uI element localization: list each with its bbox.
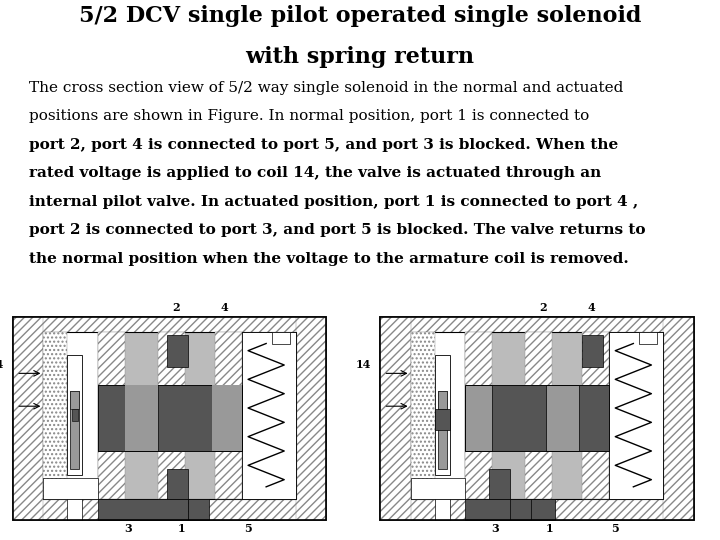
Bar <box>410 332 435 499</box>
Text: 4: 4 <box>220 302 228 313</box>
Bar <box>43 478 97 499</box>
Bar <box>97 386 242 451</box>
Bar <box>663 316 693 519</box>
Bar <box>380 316 693 519</box>
Bar <box>13 499 326 519</box>
Bar <box>380 316 410 519</box>
Bar <box>609 332 663 499</box>
Bar <box>410 478 464 499</box>
Bar <box>43 332 97 499</box>
Bar <box>97 386 125 451</box>
Bar <box>582 335 603 367</box>
Bar <box>13 316 326 519</box>
Bar <box>582 332 609 499</box>
Bar <box>215 332 242 499</box>
Bar <box>188 499 209 519</box>
Text: 1: 1 <box>178 523 186 534</box>
Bar <box>435 499 450 519</box>
Text: 2: 2 <box>539 302 546 313</box>
Bar <box>464 499 555 519</box>
Bar <box>72 409 78 421</box>
Bar <box>380 316 693 519</box>
Bar <box>242 332 296 499</box>
Bar <box>125 386 158 451</box>
Bar <box>435 355 450 475</box>
Text: port 2 is connected to port 3, and port 5 is blocked. The valve returns to: port 2 is connected to port 3, and port … <box>29 223 645 237</box>
Text: positions are shown in Figure. In normal position, port 1 is connected to: positions are shown in Figure. In normal… <box>29 110 589 124</box>
Text: with spring return: with spring return <box>246 46 474 68</box>
Text: 5: 5 <box>611 523 619 534</box>
Bar <box>97 499 188 519</box>
Text: 14: 14 <box>0 359 4 370</box>
Bar <box>43 332 68 499</box>
Text: 3: 3 <box>491 523 499 534</box>
Bar <box>158 386 212 451</box>
Bar <box>410 332 464 499</box>
Bar <box>167 469 188 499</box>
Bar <box>639 332 657 343</box>
Bar <box>71 392 79 409</box>
Bar <box>167 335 188 367</box>
Bar <box>438 392 446 409</box>
Bar <box>13 316 326 519</box>
Text: 1: 1 <box>545 523 553 534</box>
Bar <box>13 316 43 519</box>
Text: the normal position when the voltage to the armature coil is removed.: the normal position when the voltage to … <box>29 252 629 266</box>
Bar <box>71 392 79 469</box>
Bar <box>97 332 296 499</box>
Bar <box>510 499 531 519</box>
Bar <box>525 332 552 499</box>
Bar <box>492 386 546 451</box>
Text: 5/2 DCV single pilot operated single solenoid: 5/2 DCV single pilot operated single sol… <box>78 5 642 28</box>
Bar <box>13 316 326 335</box>
Text: internal pilot valve. In actuated position, port 1 is connected to port 4 ,: internal pilot valve. In actuated positi… <box>29 195 638 209</box>
Bar <box>435 409 450 430</box>
Bar <box>464 386 609 451</box>
Bar <box>464 332 663 499</box>
Bar <box>380 316 693 335</box>
Text: 2: 2 <box>172 302 179 313</box>
Bar <box>296 316 326 519</box>
Bar <box>68 355 83 475</box>
Bar <box>464 332 492 499</box>
Text: The cross section view of 5/2 way single solenoid in the normal and actuated: The cross section view of 5/2 way single… <box>29 81 624 95</box>
Bar <box>380 499 693 519</box>
Bar <box>489 469 510 499</box>
Text: port 2, port 4 is connected to port 5, and port 3 is blocked. When the: port 2, port 4 is connected to port 5, a… <box>29 138 618 152</box>
Text: rated voltage is applied to coil 14, the valve is actuated through an: rated voltage is applied to coil 14, the… <box>29 166 601 180</box>
Bar <box>212 386 242 451</box>
Text: 14: 14 <box>356 359 372 370</box>
Bar <box>438 392 446 469</box>
Bar <box>272 332 290 343</box>
Bar <box>97 332 125 499</box>
Text: 3: 3 <box>124 523 132 534</box>
Bar <box>579 386 609 451</box>
Text: 5: 5 <box>244 523 252 534</box>
Bar <box>158 332 185 499</box>
Bar <box>68 499 83 519</box>
Text: 4: 4 <box>588 302 595 313</box>
